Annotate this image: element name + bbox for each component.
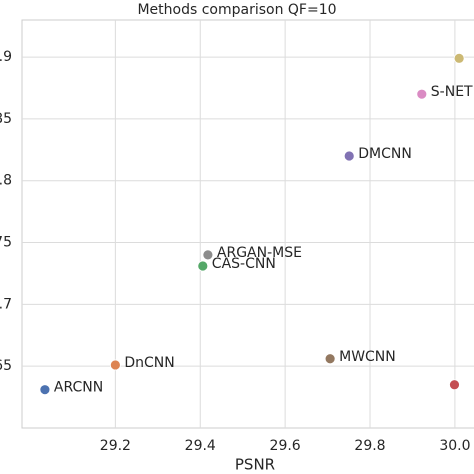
y-tick-label: 28.9 bbox=[0, 49, 12, 65]
point bbox=[197, 260, 209, 272]
chart-title: Methods comparison QF=10 bbox=[137, 2, 336, 18]
point-label: DMCNN bbox=[358, 146, 412, 162]
x-tick-label: 29.6 bbox=[270, 438, 301, 454]
y-tick-label: 28.65 bbox=[0, 358, 12, 374]
y-tick-label: 28.7 bbox=[0, 296, 12, 312]
point bbox=[343, 150, 355, 162]
y-tick-label: 28.75 bbox=[0, 235, 12, 251]
point bbox=[416, 88, 428, 100]
point bbox=[449, 379, 460, 391]
point-label: CAS-CNN bbox=[212, 256, 276, 272]
x-tick-label: 29.8 bbox=[354, 438, 385, 454]
x-tick-label: 29.2 bbox=[100, 438, 131, 454]
y-tick-label: 28.85 bbox=[0, 111, 12, 127]
point-label: ARGAN-MSE bbox=[217, 245, 302, 261]
plot-frame bbox=[21, 19, 474, 429]
point bbox=[202, 249, 214, 261]
y-tick-label: 28.8 bbox=[0, 173, 12, 189]
point bbox=[453, 52, 465, 64]
x-tick-label: 29.4 bbox=[185, 438, 216, 454]
x-axis-label: PSNR bbox=[235, 456, 275, 474]
point-label: ARCNN bbox=[54, 380, 103, 396]
point-label: DnCNN bbox=[124, 355, 174, 371]
point-label: MWCNN bbox=[339, 349, 396, 365]
point-label: S-NET bbox=[431, 84, 473, 100]
point bbox=[109, 359, 121, 371]
point bbox=[324, 353, 336, 365]
point bbox=[39, 384, 51, 396]
x-tick-label: 30.0 bbox=[439, 438, 470, 454]
